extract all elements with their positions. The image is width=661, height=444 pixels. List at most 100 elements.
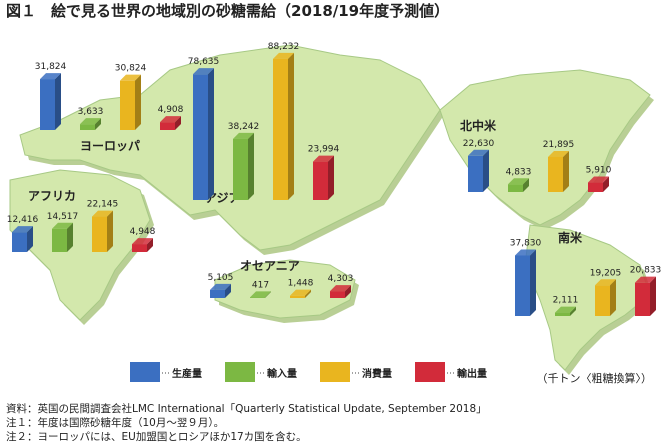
bar-side: [523, 178, 529, 192]
bar-front: [635, 282, 650, 316]
bar: [250, 291, 271, 298]
bar-front: [273, 58, 288, 201]
bar-front: [132, 244, 147, 252]
bar: [233, 132, 254, 200]
bar-front: [555, 312, 570, 316]
bar-side: [55, 73, 61, 130]
legend-swatch: [320, 362, 350, 382]
bar: [120, 74, 141, 130]
bar: [132, 238, 153, 252]
legend-label: 輸入量: [267, 367, 297, 380]
bar: [52, 222, 73, 252]
bar-side: [95, 118, 101, 130]
footnote: 注２：ヨーロッパには、EU加盟国とロシアほか17カ国を含む。: [6, 430, 307, 443]
bar: [290, 289, 311, 298]
bar-front: [290, 295, 305, 298]
bar-top: [555, 306, 576, 313]
value-label: 22,145: [87, 200, 119, 210]
bar-top: [193, 68, 214, 75]
bar-top: [12, 226, 33, 233]
bar-front: [233, 138, 248, 200]
bar: [555, 306, 576, 316]
bar-top: [160, 116, 181, 123]
bar-front: [468, 155, 483, 192]
bar: [635, 276, 656, 316]
region-label: オセアニア: [240, 259, 300, 273]
value-label: 4,908: [158, 105, 184, 115]
bar-front: [250, 297, 265, 298]
bar: [80, 118, 101, 130]
africa: [9, 169, 151, 321]
bar: [273, 52, 294, 201]
value-label: 88,232: [268, 42, 300, 52]
bar: [588, 176, 609, 192]
bar-side: [603, 176, 609, 192]
bar-side: [147, 238, 153, 252]
bar-front: [595, 285, 610, 316]
bar-front: [330, 291, 345, 298]
value-label: 78,635: [188, 57, 220, 67]
eurasia: [19, 44, 441, 251]
region-label: 北中米: [460, 118, 497, 133]
legend-swatch: [130, 362, 160, 382]
region-label: アジア: [205, 191, 241, 205]
value-label: 3,633: [78, 107, 104, 117]
legend-label: 消費量: [362, 367, 392, 380]
value-label: 4,948: [130, 227, 156, 237]
bar-top: [273, 52, 294, 59]
bar-front: [193, 74, 208, 200]
bar-side: [483, 149, 489, 192]
legend-label: 生産量: [172, 367, 202, 380]
bar: [548, 150, 569, 192]
value-label: 22,630: [463, 139, 495, 149]
footnote: 注１：年度は国際砂糖年度（10月～翌９月）。: [6, 416, 224, 429]
bar-top: [132, 238, 153, 245]
bar: [40, 73, 61, 130]
value-label: 23,994: [308, 145, 340, 155]
bar-front: [40, 79, 55, 130]
world-map: [9, 44, 654, 375]
bar: [468, 149, 489, 192]
legend-swatch: [225, 362, 255, 382]
bar-top: [80, 118, 101, 125]
bar: [508, 178, 529, 192]
bar-front: [52, 228, 67, 252]
bar-side: [610, 279, 616, 316]
bar: [210, 283, 231, 298]
value-label: 19,205: [590, 268, 622, 278]
bar-side: [175, 116, 181, 130]
bar-top: [330, 285, 351, 292]
bar-side: [135, 74, 141, 130]
value-label: 20,833: [630, 266, 661, 276]
bar-side: [288, 52, 294, 201]
bar-top: [515, 249, 536, 256]
bar-top: [635, 276, 656, 283]
value-label: 417: [252, 280, 269, 290]
bar-side: [305, 289, 311, 298]
region-label: アフリカ: [28, 189, 76, 203]
bar-side: [27, 226, 33, 252]
region-label: ヨーロッパ: [80, 139, 140, 153]
region-label: 南米: [558, 230, 583, 245]
bar-side: [107, 210, 113, 252]
bar: [313, 155, 334, 200]
bar-front: [92, 216, 107, 252]
bar: [160, 116, 181, 130]
bar: [92, 210, 113, 252]
value-label: 5,910: [586, 166, 612, 176]
bar-side: [650, 276, 656, 316]
bar-top: [120, 74, 141, 81]
bar-top: [233, 132, 254, 139]
value-label: 4,303: [328, 274, 354, 284]
bar-front: [160, 122, 175, 130]
south-america: [524, 224, 651, 371]
value-label: 31,824: [35, 62, 67, 72]
value-label: 5,105: [208, 273, 234, 283]
legend-label: 輸出量: [457, 367, 487, 380]
bar: [12, 226, 33, 252]
bar-top: [468, 149, 489, 156]
value-label: 21,895: [543, 140, 575, 150]
bar: [330, 285, 351, 298]
oceania: [214, 259, 356, 319]
